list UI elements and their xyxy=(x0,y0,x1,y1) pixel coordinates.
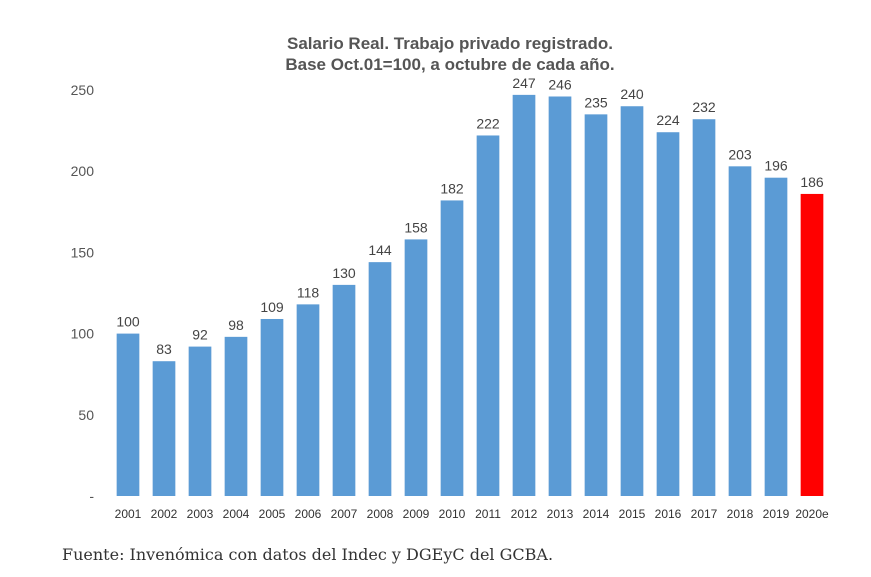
data-label: 203 xyxy=(728,146,752,162)
data-label: 224 xyxy=(656,112,680,128)
data-label: 92 xyxy=(192,327,208,343)
x-tick-label: 2010 xyxy=(439,507,466,521)
bar-2012 xyxy=(512,94,536,496)
y-tick-label: 50 xyxy=(78,407,94,423)
bar-2019 xyxy=(764,177,788,497)
data-label: 235 xyxy=(584,94,608,110)
data-label: 118 xyxy=(297,284,320,300)
y-tick-label: 250 xyxy=(71,82,95,98)
data-label: 240 xyxy=(620,86,644,102)
x-tick-label: 2012 xyxy=(511,507,538,521)
bar-2005 xyxy=(260,318,284,496)
x-tick-label: 2019 xyxy=(763,507,790,521)
bar-2009 xyxy=(404,239,428,496)
x-tick-label: 2007 xyxy=(331,507,358,521)
y-tick-label: - xyxy=(89,488,94,504)
data-label: 130 xyxy=(332,265,356,281)
bar-2014 xyxy=(584,114,608,497)
x-tick-label: 2006 xyxy=(295,507,322,521)
x-tick-label: 2005 xyxy=(259,507,286,521)
y-tick-label: 100 xyxy=(71,326,95,342)
x-tick-label: 2017 xyxy=(691,507,718,521)
data-label: 232 xyxy=(692,99,716,115)
bar-2007 xyxy=(332,284,356,496)
data-label: 109 xyxy=(260,299,284,315)
x-tick-label: 2009 xyxy=(403,507,430,521)
bar-2020e xyxy=(800,193,824,496)
y-tick-label: 150 xyxy=(71,244,95,260)
x-tick-label: 2011 xyxy=(475,507,501,521)
x-tick-label: 2020e xyxy=(795,507,829,521)
data-label: 182 xyxy=(440,180,464,196)
y-axis: - 50 100 150 200 250 xyxy=(71,82,95,504)
bar-2003 xyxy=(188,346,212,496)
data-label: 246 xyxy=(548,76,572,92)
bar-2016 xyxy=(656,132,680,496)
data-label: 222 xyxy=(476,115,500,131)
x-tick-label: 2013 xyxy=(547,507,574,521)
bar-2001 xyxy=(116,333,140,496)
bar-2010 xyxy=(440,200,464,496)
bar-2008 xyxy=(368,262,392,496)
data-label: 144 xyxy=(368,242,392,258)
x-tick-label: 2014 xyxy=(583,507,610,521)
x-axis: 2001 2002 2003 2004 2005 2006 2007 2008 2009 2010… xyxy=(115,507,829,521)
x-tick-label: 2016 xyxy=(655,507,682,521)
bar-2002 xyxy=(152,361,176,496)
data-label: 196 xyxy=(764,158,788,174)
data-labels: 100 83 92 98 109 118 130 144 158 182 222 247 246 235 2… xyxy=(116,75,824,357)
chart-title: Salario Real. Trabajo privado registrado… xyxy=(287,34,613,53)
x-tick-label: 2018 xyxy=(727,507,754,521)
bar-2018 xyxy=(728,166,752,496)
x-tick-label: 2015 xyxy=(619,507,646,521)
data-label: 83 xyxy=(156,341,172,357)
source-note: Fuente: Invenómica con datos del Indec y… xyxy=(62,545,554,564)
x-tick-label: 2003 xyxy=(187,507,214,521)
bar-2004 xyxy=(224,336,248,496)
bar-2013 xyxy=(548,96,572,496)
x-tick-label: 2002 xyxy=(151,507,178,521)
bar-2015 xyxy=(620,106,644,497)
x-tick-label: 2008 xyxy=(367,507,394,521)
bar-chart: Salario Real. Trabajo privado registrado… xyxy=(71,34,829,521)
data-label: 247 xyxy=(512,75,536,91)
data-label: 98 xyxy=(228,317,244,333)
bars xyxy=(116,94,824,497)
bar-2011 xyxy=(476,135,500,497)
chart-subtitle: Base Oct.01=100, a octubre de cada año. xyxy=(285,55,614,74)
x-tick-label: 2004 xyxy=(223,507,250,521)
bar-2017 xyxy=(692,119,716,497)
x-tick-label: 2001 xyxy=(115,507,142,521)
data-label: 158 xyxy=(404,219,428,235)
y-tick-label: 200 xyxy=(71,163,95,179)
data-label: 186 xyxy=(800,174,824,190)
data-label: 100 xyxy=(116,314,140,330)
bar-2006 xyxy=(296,304,320,496)
